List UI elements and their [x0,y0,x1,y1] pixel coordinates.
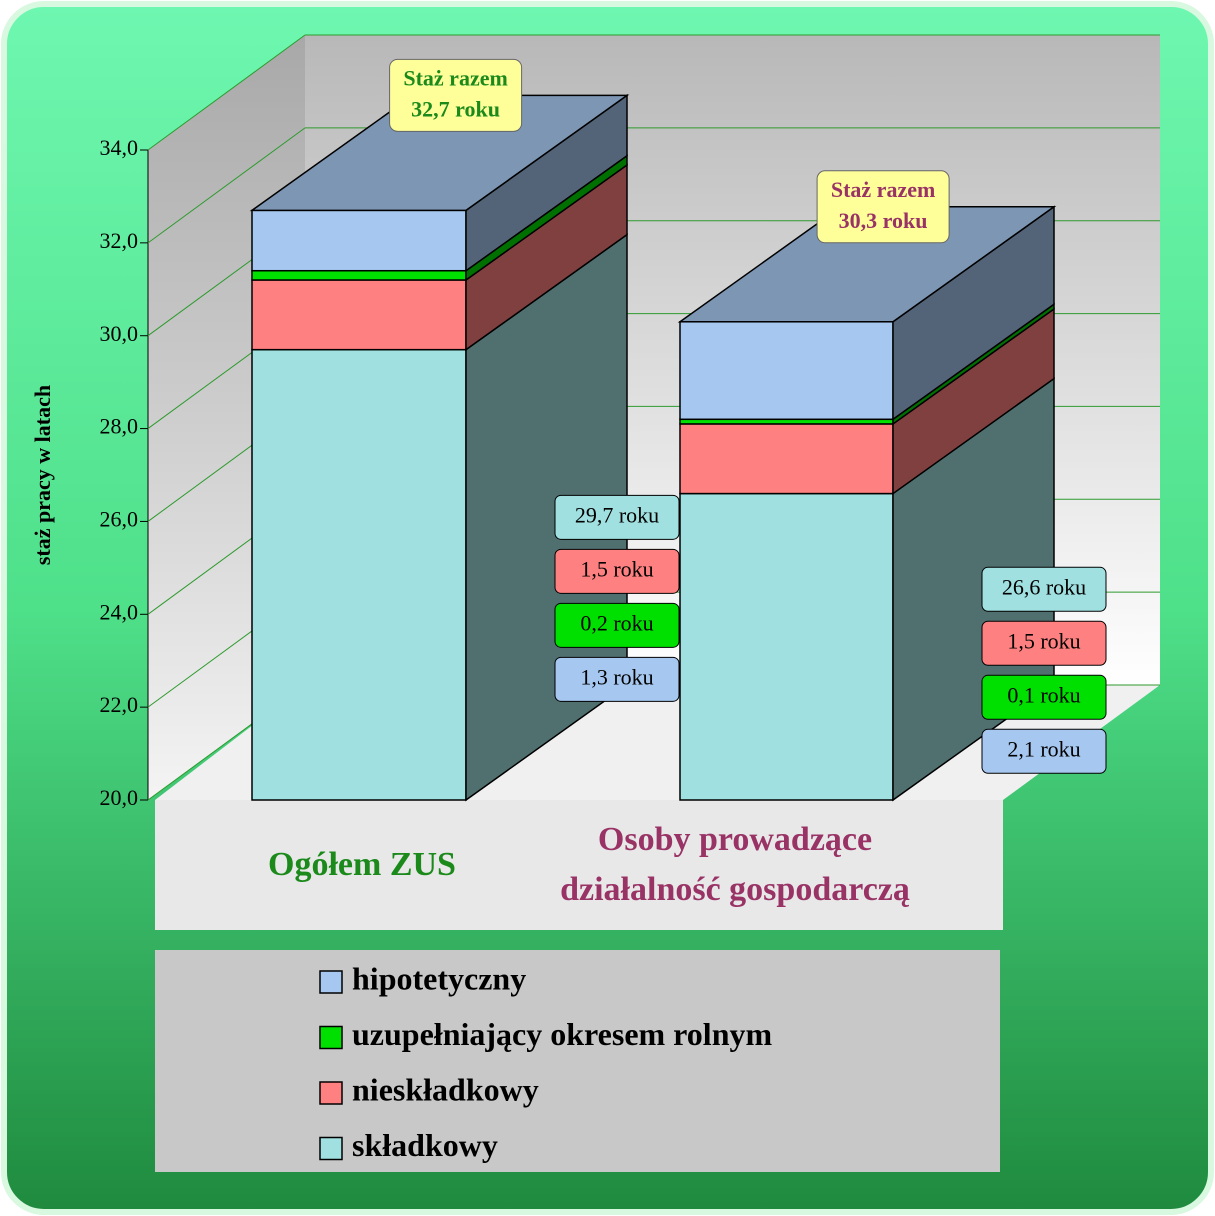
y-tick-label: 22,0 [100,692,139,717]
value-label: 1,3 roku [580,664,653,689]
grid-line [147,127,306,244]
y-tick-label: 24,0 [100,599,139,624]
bar-top [677,206,1057,323]
value-label-box [981,674,1107,720]
annotation-value: 32,7 roku [411,96,500,121]
value-label-box [981,566,1107,612]
y-tick-label: 30,0 [100,321,139,346]
annotation-title: Staż razem [831,177,935,202]
value-label-box [981,620,1107,666]
y-tick-label: 32,0 [100,228,139,253]
legend-swatch [319,1081,343,1105]
value-label: 26,6 roku [1002,574,1086,599]
annotation-box [816,170,950,244]
y-tick-label: 34,0 [100,135,139,160]
legend-label: uzupełniający okresem rolnym [352,1016,772,1052]
value-label-box [554,602,680,648]
bar-segment [251,348,467,801]
bar-segment [679,423,894,495]
grid-line [147,34,306,151]
legend-swatch [319,1025,343,1050]
y-tick-label: 20,0 [100,785,139,810]
value-label-box [554,494,680,540]
bar-top [249,94,630,212]
bar-segment [679,321,894,421]
annotation-title: Staż razem [403,65,507,90]
value-label: 0,2 roku [580,610,653,635]
value-label: 2,1 roku [1007,736,1080,761]
value-label: 1,5 roku [580,556,653,581]
x-tick-label: Ogółem ZUS [268,846,456,883]
y-tick-label: 26,0 [100,506,139,531]
legend-box [155,950,1000,1172]
annotation-box [389,58,523,132]
legend-label: składkowy [352,1127,498,1163]
y-tick-label: 28,0 [100,414,139,439]
annotation-value: 30,3 roku [839,208,928,233]
category-panel [155,800,1003,930]
legend-swatch [319,1136,343,1161]
value-label: 0,1 roku [1007,682,1080,707]
value-label-box [981,728,1107,774]
bar-segment [251,269,467,281]
legend-swatch [319,970,343,994]
bar-segment [251,279,467,351]
legend-label: nieskładkowy [352,1071,539,1107]
value-label-box [554,656,680,702]
y-axis-title: staż pracy w latach [30,385,55,565]
bar-segment [679,492,894,801]
legend-label: hipotetyczny [352,960,526,996]
value-label-box [554,548,680,594]
value-label: 1,5 roku [1007,628,1080,653]
bar-segment [251,209,467,272]
value-label: 29,7 roku [575,502,659,527]
x-tick-label: Osoby prowadzące działalność gospodarczą [560,821,910,908]
